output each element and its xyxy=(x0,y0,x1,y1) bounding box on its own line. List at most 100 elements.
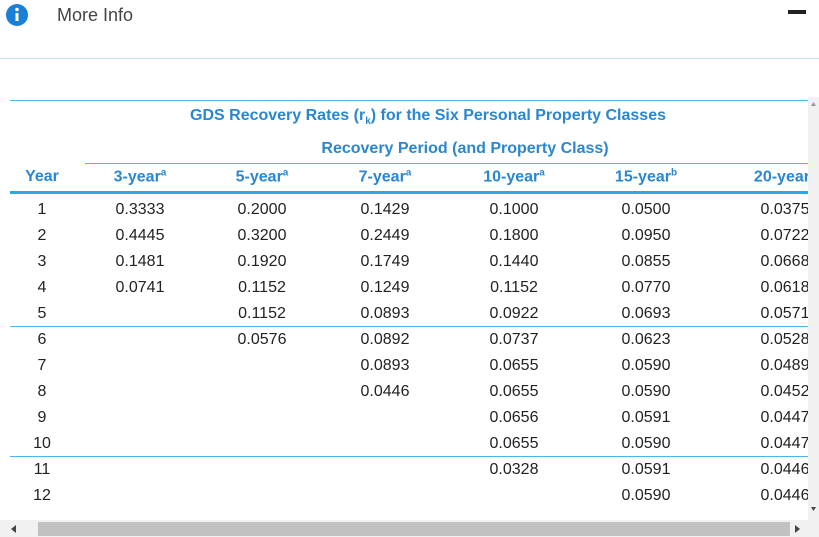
column-header: 7-yeara xyxy=(359,167,412,186)
title-text: GDS Recovery Rates (r xyxy=(190,106,366,124)
rate-cell: 0.0528 xyxy=(760,331,808,348)
dialog-title: More Info xyxy=(57,5,134,25)
rate-cell: 0.1152 xyxy=(238,305,286,322)
column-header: Year xyxy=(25,168,59,185)
rate-cell: 0.1920 xyxy=(237,253,287,270)
rule xyxy=(10,456,808,457)
rate-cell: 0.2000 xyxy=(237,201,287,218)
rate-cell: 0.0375 xyxy=(760,201,808,218)
header-label: 7-year xyxy=(358,168,406,186)
year-cell: 6 xyxy=(37,331,47,348)
year-cell: 12 xyxy=(33,487,51,504)
table: GDS Recovery Rates (rk) for the Six Pers… xyxy=(10,97,808,520)
rate-cell: 0.0623 xyxy=(621,331,671,348)
horizontal-scrollbar[interactable] xyxy=(0,520,819,537)
rate-cell: 0.0571 xyxy=(760,305,808,322)
rate-cell: 0.0950 xyxy=(621,227,671,244)
rule xyxy=(10,100,808,101)
rule xyxy=(10,191,808,194)
rate-cell: 0.0447 xyxy=(760,435,808,452)
year-cell: 10 xyxy=(33,435,51,452)
rate-cell: 0.0446 xyxy=(760,487,808,504)
header-label: 10-year xyxy=(483,168,540,186)
rule xyxy=(10,326,808,327)
rate-cell: 0.0590 xyxy=(621,357,671,374)
year-cell: 11 xyxy=(33,461,51,478)
rate-cell: 0.0722 xyxy=(760,227,808,244)
rate-cell: 0.0655 xyxy=(489,357,539,374)
rate-cell: 0.1800 xyxy=(489,227,539,244)
rate-cell: 0.3333 xyxy=(115,201,165,218)
rate-cell: 0.0655 xyxy=(489,383,539,400)
year-cell: 9 xyxy=(37,409,47,426)
rate-cell: 0.0590 xyxy=(621,435,671,452)
rate-cell: 0.0328 xyxy=(489,461,539,478)
table-title: GDS Recovery Rates (rk) for the Six Pers… xyxy=(190,107,666,127)
vertical-scrollbar[interactable] xyxy=(808,97,819,520)
header-note: b xyxy=(670,167,678,179)
rate-cell: 0.1440 xyxy=(489,253,539,270)
rate-cell: 0.0452 xyxy=(760,383,808,400)
year-cell: 1 xyxy=(37,201,47,218)
year-cell: 8 xyxy=(37,383,47,400)
rate-cell: 0.0590 xyxy=(621,487,671,504)
rate-cell: 0.0693 xyxy=(621,305,671,322)
year-cell: 7 xyxy=(37,357,47,374)
rate-cell: 0.1249 xyxy=(360,279,410,296)
rate-cell: 0.0447 xyxy=(760,409,808,426)
scroll-arrows xyxy=(811,102,816,511)
title-text: ) for the Six Personal Property Classes xyxy=(370,106,666,124)
rate-cell: 0.0893 xyxy=(360,357,410,374)
rate-cell: 0.1152 xyxy=(490,279,538,296)
column-header: 3-yeara xyxy=(114,167,167,186)
header-note: a xyxy=(282,167,289,179)
year-cell: 3 xyxy=(37,253,47,270)
year-cell: 2 xyxy=(37,227,47,244)
rate-cell: 0.2449 xyxy=(360,227,410,244)
header-label: 15-year xyxy=(614,168,671,186)
header-label: 20-year xyxy=(753,168,808,186)
year-cell: 5 xyxy=(37,305,47,322)
rate-cell: 0.0618 xyxy=(760,279,808,296)
rate-cell: 0.0668 xyxy=(760,253,808,270)
rate-cell: 0.0489 xyxy=(760,357,808,374)
rate-cell: 0.0500 xyxy=(621,201,671,218)
rate-cell: 0.0893 xyxy=(360,305,410,322)
rate-cell: 0.0741 xyxy=(115,279,165,296)
minimize-button[interactable] xyxy=(788,10,806,14)
rate-cell: 0.1429 xyxy=(360,201,410,218)
header-note: a xyxy=(405,167,412,179)
header-note: a xyxy=(160,167,167,179)
column-header: 10-yeara xyxy=(483,167,545,186)
rate-cell: 0.1000 xyxy=(489,201,539,218)
year-cell: 4 xyxy=(37,279,47,296)
table-subtitle: Recovery Period (and Property Class) xyxy=(321,140,609,157)
rate-cell: 0.0770 xyxy=(621,279,671,296)
rate-cell: 0.3200 xyxy=(237,227,287,244)
rate-cell: 0.0591 xyxy=(621,461,671,478)
rate-cell: 0.0655 xyxy=(489,435,539,452)
rate-cell: 0.0892 xyxy=(360,331,410,348)
rate-cell: 0.0446 xyxy=(760,461,808,478)
rate-cell: 0.1152 xyxy=(238,279,286,296)
header-label: 3-year xyxy=(113,168,161,186)
title-subscript: k xyxy=(365,116,371,128)
rate-cell: 0.0591 xyxy=(621,409,671,426)
column-header: 5-yeara xyxy=(236,167,289,186)
scroll-parts xyxy=(11,522,800,536)
rate-cell: 0.0656 xyxy=(489,409,539,426)
rate-cell: 0.0446 xyxy=(360,383,410,400)
rate-cell: 0.0922 xyxy=(489,305,539,322)
column-header: 15-yearb xyxy=(615,167,677,186)
rate-cell: 0.0576 xyxy=(237,331,287,348)
header-label: 5-year xyxy=(235,168,283,186)
info-icon xyxy=(6,4,28,26)
column-header: 20-yearb xyxy=(754,167,808,186)
header-divider xyxy=(0,58,819,59)
rate-cell: 0.0590 xyxy=(621,383,671,400)
rate-cell: 0.0855 xyxy=(621,253,671,270)
header-note: a xyxy=(539,167,545,179)
rate-cell: 0.4445 xyxy=(115,227,165,244)
rule xyxy=(85,163,808,164)
